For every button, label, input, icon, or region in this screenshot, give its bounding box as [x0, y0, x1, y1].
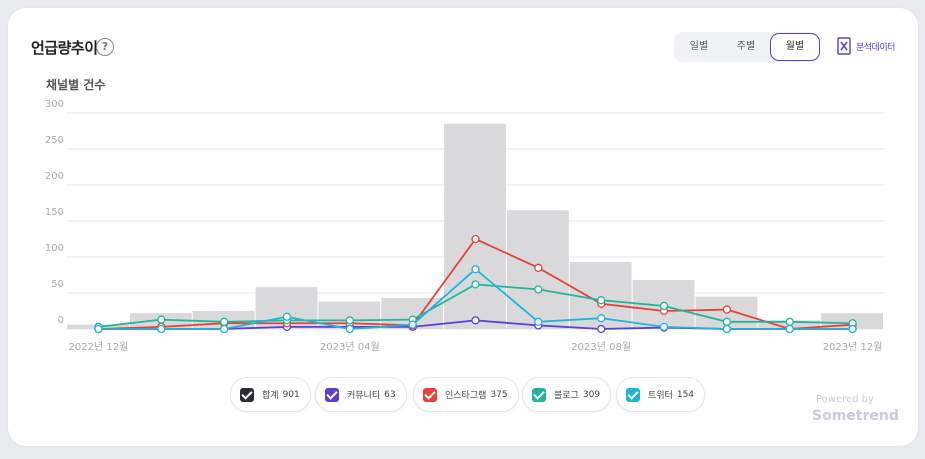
y-tick-label: 300 — [45, 99, 64, 110]
series-point — [345, 324, 354, 334]
checkbox-icon[interactable] — [626, 387, 640, 402]
legend-label: 트위터 — [648, 391, 673, 401]
y-tick-label: 0 — [58, 315, 64, 326]
period-weekly-button[interactable]: 주별 — [736, 41, 756, 52]
legend-item[interactable]: 커뮤니티 63 — [315, 377, 407, 412]
series-point — [722, 317, 732, 326]
question-circle-icon[interactable]: ? — [96, 38, 114, 56]
y-axis-label: 채널별 건수 — [46, 78, 106, 92]
series-point — [219, 317, 229, 326]
excel-file-icon[interactable] — [837, 37, 851, 55]
series-point — [219, 324, 229, 334]
excel-download-link[interactable]: 분석데이터 — [856, 43, 895, 53]
period-toggle: 일별 주별 월별 — [674, 32, 820, 62]
series-point — [471, 280, 480, 289]
series-point — [597, 314, 606, 323]
checkbox-icon[interactable] — [325, 387, 339, 402]
checkbox-icon[interactable] — [423, 387, 437, 402]
legend-item[interactable]: 인스타그램 375 — [413, 377, 519, 412]
powered-by-text: Powered by — [816, 394, 874, 405]
series-point — [282, 312, 292, 321]
series-point — [345, 316, 354, 325]
checkbox-icon[interactable] — [532, 387, 546, 402]
series-point — [659, 322, 669, 331]
series-point — [785, 324, 794, 334]
legend-label: 블로그 — [554, 391, 579, 401]
series-point — [157, 315, 166, 324]
y-tick-label: 250 — [45, 135, 64, 146]
series-point — [785, 317, 794, 326]
series-point — [471, 265, 480, 274]
x-tick-label: 2023년 08월 — [571, 341, 631, 353]
x-tick-label: 2023년 04월 — [320, 341, 380, 353]
series-point — [722, 324, 732, 334]
x-tick-label: 2022년 12월 — [69, 341, 129, 353]
legend-count: 901 — [282, 389, 300, 400]
legend-count: 375 — [490, 389, 508, 400]
series-point — [722, 305, 732, 314]
series-point — [534, 285, 543, 294]
series-point — [471, 234, 480, 244]
legend-label: 인스타그램 — [445, 391, 487, 401]
legend-count: 154 — [676, 389, 695, 400]
legend-count: 309 — [582, 389, 601, 400]
y-tick-label: 50 — [51, 279, 64, 290]
series-point — [534, 263, 543, 272]
period-monthly-button[interactable]: 월별 — [770, 33, 820, 61]
series-point — [94, 324, 103, 334]
series-point — [597, 324, 606, 334]
legend-item[interactable]: 블로그 309 — [522, 377, 612, 412]
series-point — [659, 301, 669, 311]
card-title: 언급량추이 — [31, 39, 98, 57]
legend-item[interactable]: 트위터 154 — [616, 377, 706, 412]
checkbox-icon[interactable] — [240, 387, 254, 402]
y-tick-label: 200 — [45, 171, 64, 182]
legend-count: 63 — [384, 389, 396, 400]
series-point — [471, 316, 480, 325]
series-point — [408, 320, 417, 329]
bar — [444, 123, 506, 329]
series-point — [848, 324, 857, 334]
series-point — [597, 296, 606, 305]
legend-item[interactable]: 합계 901 — [230, 377, 311, 412]
legend-label: 커뮤니티 — [347, 391, 381, 401]
period-daily-button[interactable]: 일별 — [689, 41, 709, 52]
series-point — [534, 317, 543, 326]
legend-label: 합계 — [262, 391, 279, 401]
series-point — [157, 324, 166, 334]
x-tick-label: 2023년 12월 — [823, 341, 883, 353]
y-tick-label: 150 — [45, 207, 64, 218]
brand-logo: Sometrend — [812, 408, 899, 424]
y-tick-label: 100 — [45, 243, 64, 254]
